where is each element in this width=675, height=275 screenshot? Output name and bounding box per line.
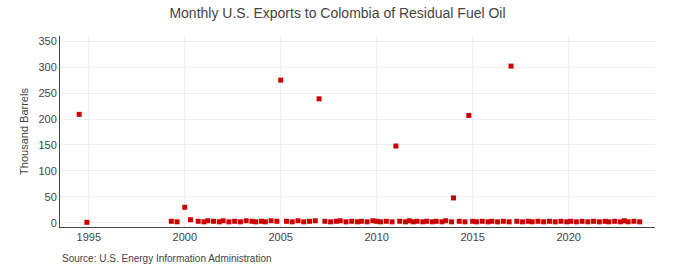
svg-text:2005: 2005	[268, 231, 292, 243]
svg-text:150: 150	[38, 139, 56, 151]
svg-text:0: 0	[51, 217, 57, 229]
svg-text:1995: 1995	[77, 231, 101, 243]
svg-text:350: 350	[38, 35, 56, 47]
svg-text:300: 300	[38, 61, 56, 73]
svg-text:250: 250	[38, 87, 56, 99]
svg-text:Source: U.S. Energy Informatio: Source: U.S. Energy Information Administ…	[62, 253, 272, 264]
svg-text:2020: 2020	[556, 231, 580, 243]
svg-text:100: 100	[38, 165, 56, 177]
svg-text:2010: 2010	[364, 231, 388, 243]
svg-text:200: 200	[38, 113, 56, 125]
svg-text:Thousand Barrels: Thousand Barrels	[18, 88, 30, 175]
svg-text:Monthly U.S. Exports to Colomb: Monthly U.S. Exports to Colombia of Resi…	[169, 5, 505, 21]
svg-text:50: 50	[45, 191, 57, 203]
svg-text:2015: 2015	[460, 231, 484, 243]
svg-text:2000: 2000	[173, 231, 197, 243]
